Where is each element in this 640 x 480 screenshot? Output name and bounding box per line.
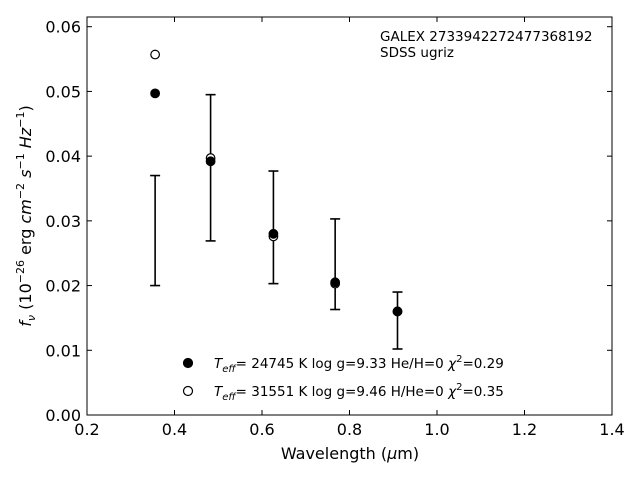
object-id-annotation: GALEX 2733942272477368192: [380, 29, 592, 45]
y-tick-label: 0.05: [45, 82, 81, 101]
error-bar: [150, 174, 161, 287]
survey-annotation: SDSS ugriz: [380, 45, 454, 61]
x-axis-label: Wavelength (μm): [281, 444, 419, 463]
y-tick-label: 0.01: [45, 341, 81, 360]
y-tick-label: 0.04: [45, 147, 81, 166]
error-bar: [392, 291, 403, 350]
plot-area: [86, 16, 613, 416]
y-tick-label: 0.03: [45, 212, 81, 231]
x-tick-label: 1.2: [512, 420, 537, 439]
x-tick-label: 0.8: [337, 420, 362, 439]
y-axis-label: fν (10−26 erg cm−2 s−1 Hz−1): [14, 105, 38, 326]
error-bar: [268, 170, 279, 285]
y-tick-label: 0.02: [45, 277, 81, 296]
y-axis-ticks: 0.00 0.01 0.02 0.03 0.04 0.05 0.06: [45, 18, 612, 425]
legend-label-model-1: Teff= 24745 K log g=9.33 He/H=0 χ2=0.29: [214, 354, 504, 375]
legend-marker-open: [182, 385, 194, 397]
model-1-point: [330, 277, 341, 288]
model-2-point: [150, 49, 161, 60]
x-tick-label: 1.4: [599, 420, 624, 439]
error-bar: [330, 218, 341, 311]
x-tick-label: 0.2: [74, 420, 99, 439]
y-tick-label: 0.00: [45, 406, 81, 425]
error-bars: [150, 93, 403, 350]
error-bar: [205, 93, 216, 242]
x-tick-label: 0.6: [249, 420, 274, 439]
legend-label-model-2: Teff= 31551 K log g=9.46 H/He=0 χ2=0.35: [214, 382, 504, 403]
legend-marker-filled: [182, 357, 194, 369]
legend: Teff= 24745 K log g=9.33 He/H=0 χ2=0.29 …: [182, 354, 504, 403]
model-1-point: [150, 88, 161, 99]
x-axis-ticks: 0.2 0.4 0.6 0.8 1.0 1.2 1.4: [74, 17, 625, 439]
x-tick-label: 1.0: [424, 420, 449, 439]
model-1-point: [392, 306, 403, 317]
x-tick-label: 0.4: [162, 420, 187, 439]
model-1-point: [205, 156, 216, 167]
model-1-point: [268, 228, 279, 239]
data-points: [150, 49, 403, 317]
y-tick-label: 0.06: [45, 18, 81, 37]
